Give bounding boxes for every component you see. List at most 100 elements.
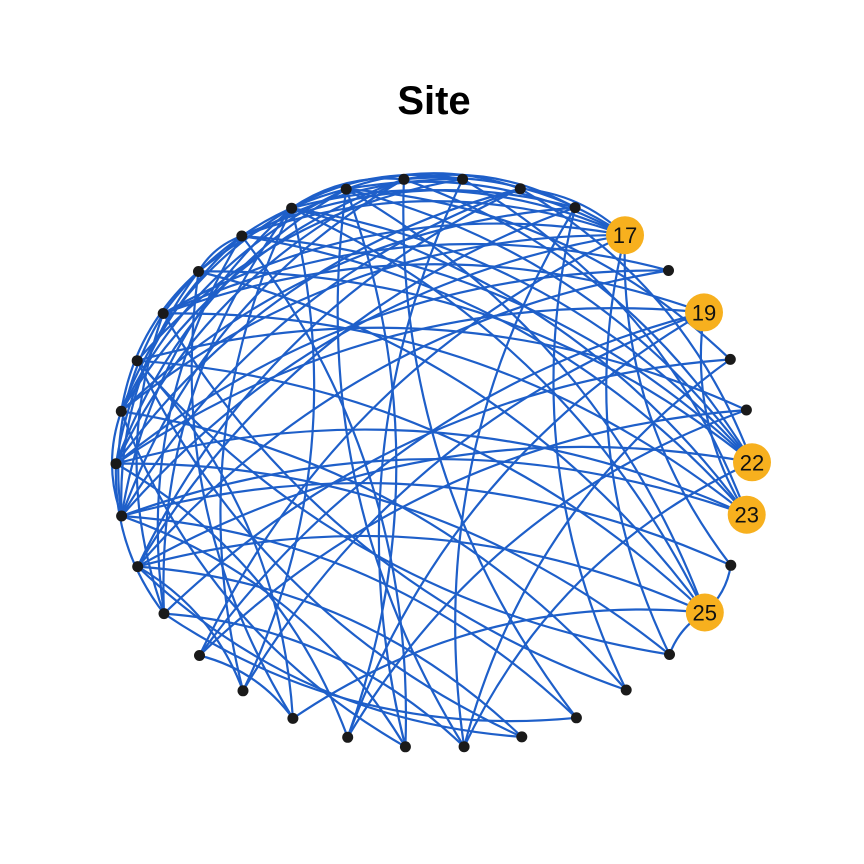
edge-33-7 (136, 359, 294, 720)
node-marker-16 (569, 202, 581, 214)
node-10 (236, 230, 248, 242)
edge-23-4 (120, 457, 748, 518)
node-marker-4 (116, 510, 128, 522)
node-marker-3 (132, 561, 144, 573)
edge-22-10 (240, 234, 754, 464)
edge-28-4 (120, 514, 578, 719)
edge-32-12 (345, 188, 398, 739)
node-label-25: 25 (693, 601, 717, 626)
node-marker-32 (342, 731, 354, 743)
edge-34-11 (241, 207, 316, 692)
edge-8-27 (162, 312, 628, 692)
node-marker-5 (110, 458, 122, 470)
node-17: 17 (606, 216, 644, 255)
edge-9-6 (120, 270, 200, 413)
node-24 (725, 559, 737, 571)
edge-15-5 (114, 187, 522, 465)
node-marker-17 (606, 216, 644, 255)
edge-25-12 (345, 188, 706, 614)
edge-22-12 (345, 188, 754, 464)
edge-10-5 (114, 234, 243, 465)
edge-19-23 (699, 311, 748, 516)
edge-10-2 (156, 234, 243, 615)
edge-33-1 (198, 654, 294, 720)
node-marker-30 (458, 741, 470, 753)
node-5 (110, 458, 122, 470)
node-marker-14 (457, 173, 469, 185)
edge-18-5 (114, 269, 670, 465)
edge-32-5 (114, 462, 349, 739)
node-12 (340, 183, 352, 195)
node-marker-1 (194, 650, 205, 661)
graph-title: Site (397, 79, 470, 123)
node-marker-28 (570, 712, 582, 724)
node-32 (342, 731, 354, 743)
edge-11-4 (120, 207, 293, 518)
node-label-23: 23 (734, 503, 758, 528)
node-18 (663, 265, 674, 276)
node-marker-26 (664, 649, 675, 660)
node-11 (286, 202, 298, 214)
edge-7-26 (136, 359, 671, 656)
node-marker-15 (514, 183, 526, 195)
node-19: 19 (685, 293, 723, 332)
node-6 (115, 405, 127, 417)
node-30 (458, 741, 470, 753)
node-marker-13 (398, 173, 410, 185)
edge-18-8 (162, 242, 670, 315)
node-marker-34 (237, 685, 249, 697)
node-16 (569, 202, 581, 214)
edge-5-2 (114, 462, 166, 615)
node-marker-11 (286, 202, 298, 214)
edge-13-4 (120, 178, 405, 518)
node-20 (724, 353, 736, 365)
edge-9-4 (120, 270, 200, 518)
node-marker-29 (516, 731, 528, 743)
node-22: 22 (733, 443, 771, 482)
node-marker-23 (727, 495, 766, 534)
edge-12-30 (336, 188, 466, 748)
node-28 (570, 712, 582, 724)
node-marker-27 (620, 684, 632, 696)
edge-15-12 (345, 172, 522, 191)
node-marker-24 (725, 559, 737, 571)
edge-14-7 (136, 178, 464, 362)
edge-31-10 (240, 234, 408, 748)
edge-25-7 (136, 359, 706, 614)
edge-21-32 (346, 408, 748, 739)
edge-3-29 (136, 565, 523, 738)
node-marker-21 (740, 404, 752, 416)
edge-23-8 (162, 312, 748, 516)
node-layer: 17 19 22 23 25 (110, 173, 771, 753)
node-marker-12 (340, 183, 352, 195)
edge-7-29 (136, 359, 523, 738)
node-label-19: 19 (692, 300, 716, 325)
node-marker-6 (115, 405, 127, 417)
node-23: 23 (727, 495, 766, 534)
node-4 (116, 510, 128, 522)
node-label-22: 22 (740, 450, 764, 475)
edge-6-31 (120, 410, 407, 748)
edge-25-3 (136, 534, 706, 614)
edge-14-31 (377, 178, 464, 748)
edge-16-3 (136, 206, 577, 568)
edge-12-5 (114, 188, 348, 465)
edge-22-11 (290, 207, 754, 464)
node-26 (664, 649, 675, 660)
node-label-17: 17 (613, 223, 637, 248)
edge-20-30 (463, 358, 732, 748)
edge-17-11 (290, 189, 627, 237)
node-marker-20 (724, 353, 736, 365)
node-marker-8 (157, 308, 169, 319)
node-marker-33 (287, 712, 299, 724)
edge-24-4 (120, 481, 732, 567)
edge-16-13 (402, 173, 577, 209)
node-marker-7 (131, 355, 143, 367)
node-2 (158, 608, 170, 620)
edge-21-1 (198, 408, 748, 657)
edge-30-2 (162, 612, 466, 748)
node-34 (237, 685, 249, 697)
edge-2-28 (162, 612, 578, 723)
edge-17-8 (162, 222, 627, 315)
